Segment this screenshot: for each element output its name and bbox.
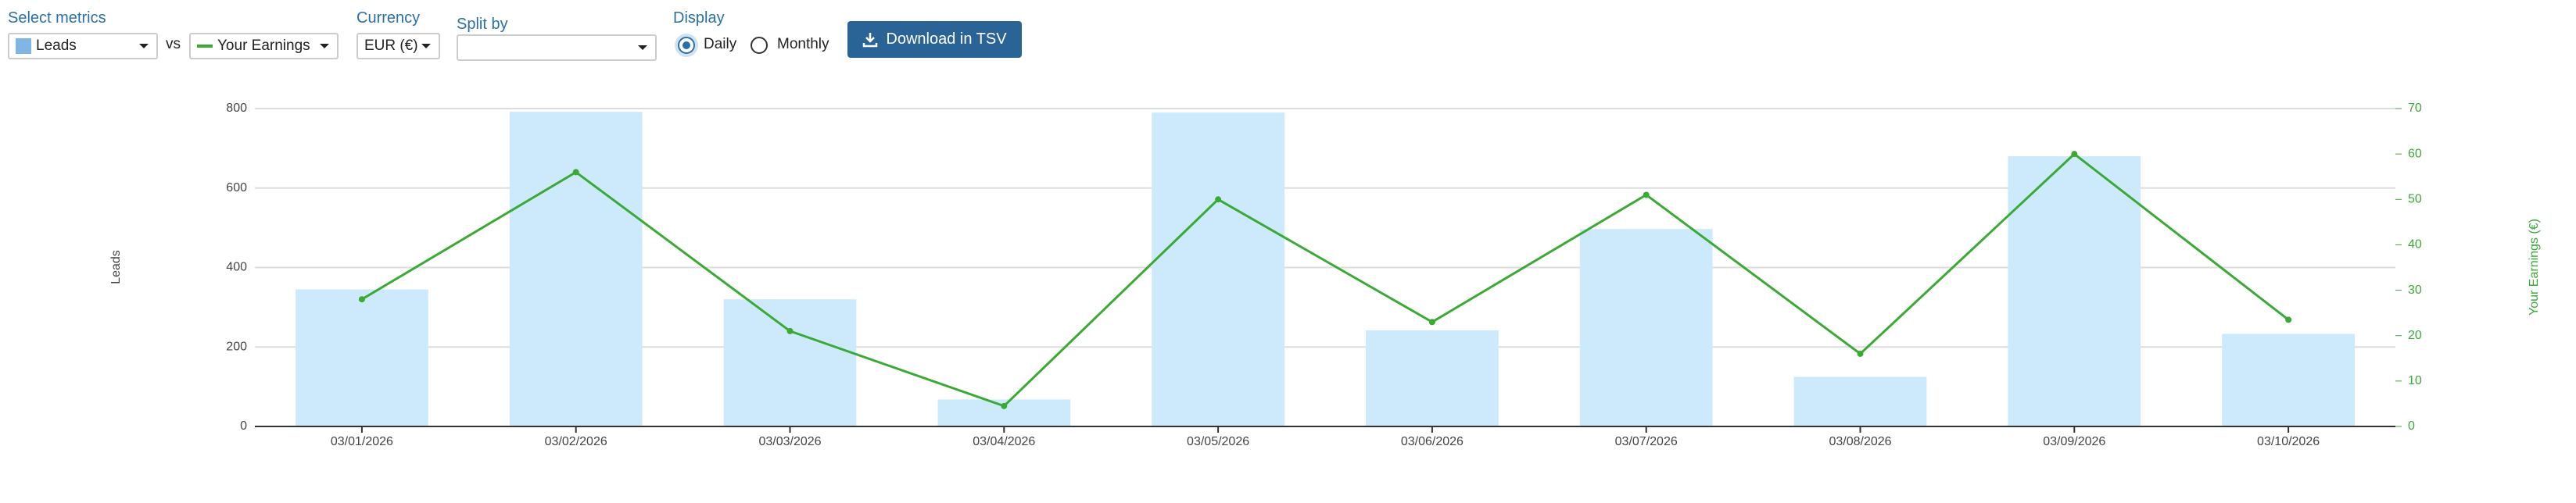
x-tick-label: 03/04/2026 — [973, 435, 1035, 448]
legend-entry: Your Earnings — [217, 37, 310, 54]
bar — [2222, 334, 2355, 426]
radio-label: Monthly — [777, 36, 829, 52]
y-tick-label: 400 — [226, 261, 247, 274]
point — [2285, 316, 2292, 323]
icon — [863, 32, 878, 47]
x-tick-label: 03/10/2026 — [2257, 435, 2320, 448]
currency-dropdown[interactable]: EUR (€) — [356, 33, 440, 59]
split-dropdown[interactable] — [457, 34, 657, 61]
y2-tick-label: 40 — [2408, 238, 2422, 251]
point — [1215, 196, 1222, 203]
swatch — [16, 38, 31, 54]
y2-tick-label: 70 — [2408, 102, 2422, 115]
y2-tick-label: 10 — [2408, 374, 2422, 387]
bar — [509, 112, 643, 426]
y-axis-title: Leads — [109, 250, 123, 284]
legend-entry: Leads — [36, 37, 77, 54]
point — [358, 296, 365, 303]
bar — [1793, 376, 1927, 426]
point — [1643, 191, 1650, 198]
point — [786, 327, 794, 334]
metric-dropdown[interactable]: Leads — [8, 33, 158, 59]
x-tick-label: 03/03/2026 — [758, 435, 821, 448]
label: Display — [673, 9, 725, 27]
label: Split by — [457, 16, 508, 33]
y2-tick-label: 0 — [2408, 419, 2415, 433]
bar — [937, 399, 1071, 426]
x-tick-label: 03/05/2026 — [1187, 435, 1249, 448]
button-label: Download in TSV — [886, 30, 1007, 48]
x-tick-label: 03/06/2026 — [1401, 435, 1464, 448]
x-tick-label: 03/01/2026 — [331, 435, 393, 448]
download-button[interactable]: Download in TSV — [847, 21, 1022, 58]
y2-tick-label: 50 — [2408, 193, 2422, 206]
swatch — [197, 45, 213, 48]
bar — [2008, 156, 2141, 427]
y2-tick-label: 60 — [2408, 147, 2422, 160]
bar — [1152, 112, 1284, 426]
x-tick-label: 03/02/2026 — [545, 435, 607, 448]
radio[interactable] — [678, 37, 695, 54]
currency: EUR (€) — [364, 37, 418, 54]
x-tick-label: 03/08/2026 — [1829, 435, 1891, 448]
x-tick-label: 03/07/2026 — [1615, 435, 1678, 448]
y2-axis-title: Your Earnings (€) — [2528, 219, 2541, 316]
label: Select metrics — [8, 9, 106, 27]
line — [361, 152, 2290, 408]
y-tick-label: 0 — [240, 419, 247, 433]
y2-tick-label: 20 — [2408, 329, 2422, 342]
point — [572, 169, 579, 176]
x-tick-label: 03/09/2026 — [2043, 435, 2105, 448]
bar — [1579, 229, 1713, 426]
point — [1428, 319, 1435, 326]
point — [2071, 151, 2078, 158]
y-tick-label: 800 — [226, 102, 247, 115]
radio[interactable] — [751, 37, 768, 54]
label: Currency — [356, 9, 421, 27]
y-tick-label: 600 — [226, 181, 247, 194]
point — [1001, 402, 1008, 409]
point — [1857, 350, 1864, 357]
metric-dropdown[interactable]: Your Earnings — [189, 33, 339, 59]
bar — [1366, 330, 1499, 426]
radio-label: Daily — [704, 36, 737, 52]
label: vs — [166, 36, 181, 52]
bar — [296, 289, 428, 426]
y2-tick-label: 30 — [2408, 284, 2422, 297]
y-tick-label: 200 — [226, 340, 247, 353]
bar — [723, 299, 857, 426]
